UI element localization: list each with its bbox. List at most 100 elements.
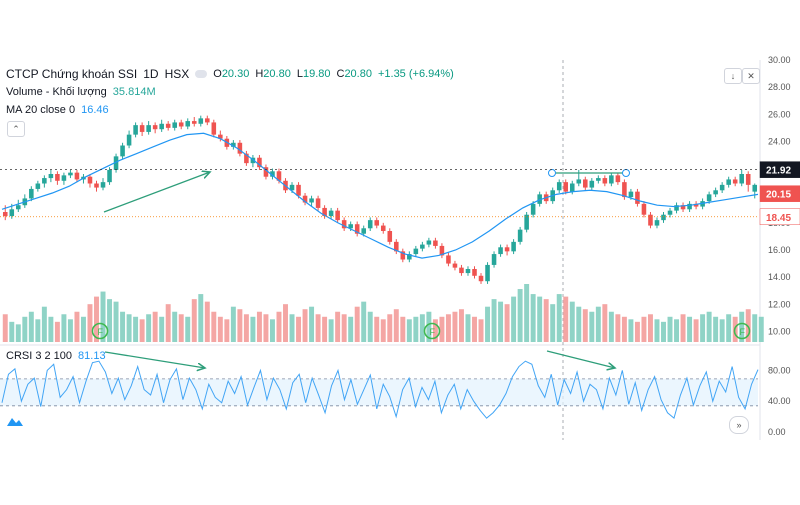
- candle-body: [517, 229, 523, 242]
- volume-bar: [198, 294, 204, 342]
- download-arrow-icon[interactable]: ↓: [724, 68, 742, 84]
- candle: [426, 237, 432, 248]
- volume-bar: [387, 314, 393, 342]
- volume-value: 35.814M: [112, 86, 156, 98]
- candle-body: [74, 172, 80, 180]
- volume-bar: [243, 314, 249, 342]
- candle-body: [87, 176, 93, 184]
- volume-bar: [80, 316, 86, 342]
- anchor-circle: [622, 169, 630, 177]
- candle-body: [61, 175, 67, 181]
- volume-bar: [54, 321, 60, 342]
- candle-body: [328, 210, 334, 217]
- trend-arrow-crsi-left: [104, 351, 205, 368]
- candle: [459, 264, 464, 276]
- symbol-name[interactable]: CTCP Chứng khoán SSI: [6, 67, 138, 81]
- volume-bar: [543, 299, 549, 342]
- candle-body: [315, 198, 321, 208]
- volume-bar: [595, 306, 601, 342]
- candle: [55, 171, 60, 185]
- candle-body: [9, 209, 15, 217]
- candle-body: [609, 175, 614, 184]
- candle-body: [706, 194, 712, 202]
- candle-body: [172, 122, 177, 128]
- price-tick-label: 30.00: [768, 55, 791, 65]
- candle-body: [178, 122, 184, 127]
- volume-bar: [419, 314, 425, 342]
- candle: [152, 122, 158, 134]
- volume-legend[interactable]: Volume - Khối lượng 35.814M: [6, 86, 156, 98]
- candle-body: [367, 220, 373, 229]
- volume-bar: [530, 294, 536, 342]
- candle: [504, 244, 510, 256]
- candle-body: [263, 167, 269, 177]
- candle-body: [446, 255, 451, 264]
- volume-bar: [498, 301, 504, 342]
- volume-bar: [667, 316, 673, 342]
- candle: [35, 180, 41, 192]
- crsi-label: CRSI 3 2 100: [6, 350, 73, 362]
- volume-bar: [276, 311, 282, 342]
- trend-arrow-price-left: [103, 172, 210, 213]
- candle: [439, 243, 445, 259]
- crsi-legend[interactable]: CRSI 3 2 100 81.13: [6, 350, 106, 362]
- volume-bar: [602, 304, 608, 342]
- candle-body: [726, 179, 731, 185]
- volume-bar: [250, 316, 256, 342]
- scroll-forward-icon[interactable]: »: [729, 416, 749, 434]
- volume-bar: [758, 316, 764, 342]
- candle-body: [556, 182, 562, 191]
- volume-bar: [550, 304, 556, 342]
- candle: [191, 117, 197, 127]
- interval-label[interactable]: 1D: [143, 67, 159, 81]
- candle: [257, 155, 262, 170]
- candle-body: [191, 121, 197, 124]
- candle: [420, 241, 425, 252]
- crsi-tick-label: 40.00: [768, 396, 791, 406]
- candle-body: [205, 118, 210, 123]
- volume-bar: [654, 319, 660, 342]
- candle: [250, 155, 256, 168]
- candle-body: [387, 231, 393, 242]
- candle-body: [583, 179, 588, 188]
- volume-bar: [100, 291, 106, 342]
- volume-bar: [256, 311, 262, 342]
- candle-body: [752, 184, 758, 192]
- volume-bar: [165, 304, 171, 342]
- volume-bar: [465, 314, 471, 342]
- ohlc-l: L19.80: [296, 68, 331, 80]
- volume-bar: [693, 319, 699, 342]
- ma-legend[interactable]: MA 20 close 0 16.46: [6, 104, 109, 116]
- volume-bar: [159, 316, 165, 342]
- candle-body: [289, 184, 295, 191]
- volume-bar: [2, 314, 8, 342]
- volume-bar: [61, 314, 67, 342]
- crsi-value: 81.13: [78, 350, 106, 362]
- candle: [635, 188, 640, 207]
- candle-body: [139, 125, 145, 132]
- volume-bar: [296, 316, 302, 342]
- candle-body: [152, 125, 158, 130]
- candle-body: [211, 122, 217, 135]
- volume-bar: [719, 319, 725, 342]
- close-icon[interactable]: ✕: [742, 68, 760, 84]
- header-dot-icon[interactable]: [195, 70, 208, 78]
- price-tick-label: 28.00: [768, 82, 791, 92]
- volume-bar: [674, 319, 680, 342]
- collapse-chevron-icon[interactable]: ⌃: [7, 121, 25, 137]
- candle-body: [354, 224, 360, 234]
- volume-bar: [146, 314, 152, 342]
- candle-body: [361, 228, 366, 234]
- candle: [524, 212, 529, 233]
- candle-body: [270, 171, 275, 177]
- volume-bar: [191, 299, 197, 342]
- crsi-line: [1, 360, 759, 420]
- candle: [263, 164, 269, 180]
- volume-bar: [491, 299, 497, 342]
- badge-bg: [759, 208, 800, 225]
- candle: [400, 248, 406, 263]
- tradingview-logo-icon[interactable]: [6, 414, 24, 426]
- price-badge-prev: 18.45: [759, 208, 800, 225]
